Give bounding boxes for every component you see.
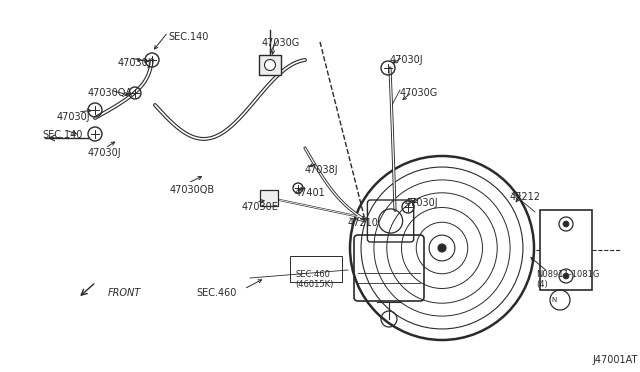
Text: 47030QA: 47030QA	[88, 88, 133, 98]
Text: 47212: 47212	[510, 192, 541, 202]
Circle shape	[563, 221, 569, 227]
Text: 47030G: 47030G	[262, 38, 300, 48]
Text: SEC.140: SEC.140	[168, 32, 209, 42]
Text: SEC.140: SEC.140	[42, 130, 83, 140]
Text: 47030J: 47030J	[88, 148, 122, 158]
Text: 47030J: 47030J	[57, 112, 91, 122]
Text: SEC.460: SEC.460	[196, 288, 236, 298]
Text: 47030J: 47030J	[405, 198, 438, 208]
Text: N08911-1081G
(4): N08911-1081G (4)	[536, 270, 600, 289]
Text: 47030E: 47030E	[242, 202, 279, 212]
Text: N: N	[552, 297, 557, 303]
Circle shape	[264, 60, 275, 71]
Bar	[260, 190, 278, 206]
Text: SEC.460
(46015K): SEC.460 (46015K)	[295, 270, 333, 289]
Bar	[259, 55, 281, 75]
Text: 47038J: 47038J	[305, 165, 339, 175]
Text: FRONT: FRONT	[108, 288, 141, 298]
Circle shape	[563, 273, 569, 279]
Text: 47030J: 47030J	[390, 55, 424, 65]
Text: 47401: 47401	[295, 188, 326, 198]
Text: 47210: 47210	[348, 218, 379, 228]
Text: 47030QB: 47030QB	[170, 185, 215, 195]
Text: 47030J: 47030J	[118, 58, 152, 68]
Circle shape	[438, 244, 446, 252]
Text: 47030G: 47030G	[400, 88, 438, 98]
Bar	[540, 210, 592, 290]
Bar	[290, 256, 342, 282]
Text: J47001AT: J47001AT	[592, 355, 637, 365]
